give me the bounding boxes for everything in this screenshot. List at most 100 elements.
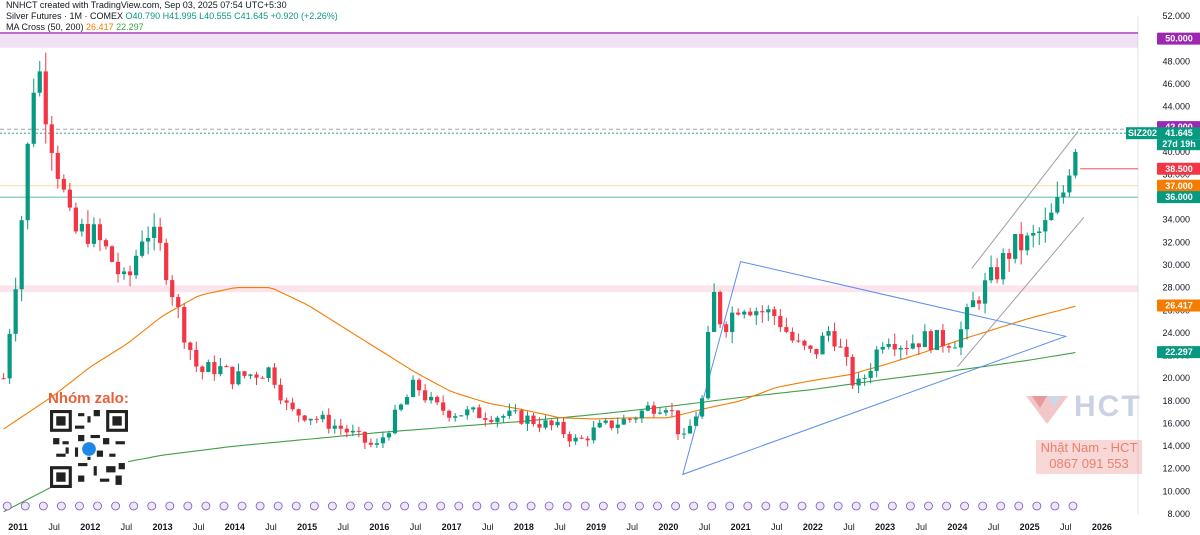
dividend-marker-icon	[1014, 501, 1024, 511]
y-tick-label: 48.000	[1162, 56, 1190, 66]
x-tick-label: 2024	[947, 522, 967, 532]
price-tag-bg	[1157, 191, 1200, 204]
candle-body	[567, 434, 572, 442]
x-tick-label: 2012	[80, 522, 100, 532]
dividend-marker-icon	[815, 501, 825, 511]
dividend-marker-icon	[797, 501, 807, 511]
candle-body	[501, 415, 506, 418]
price-tag: 26.417	[1165, 301, 1193, 311]
candle-body	[928, 331, 933, 350]
candle-body	[796, 340, 801, 342]
x-tick-label: Jul	[337, 522, 349, 532]
x-tick-label: Jul	[699, 522, 711, 532]
x-tick-label: 2023	[875, 522, 895, 532]
candle-body	[362, 431, 367, 443]
candle-body	[609, 420, 614, 428]
candle-body	[1055, 197, 1060, 213]
candle-body	[158, 226, 163, 243]
candle-body	[760, 311, 765, 313]
y-tick-label: 40.000	[1162, 147, 1190, 157]
candle-body	[67, 189, 72, 208]
countdown-tag: 27d 19h	[1162, 139, 1196, 149]
x-tick-label: 2020	[658, 522, 678, 532]
price-zone	[0, 285, 1138, 293]
dividend-marker-icon	[93, 501, 102, 511]
candle-body	[778, 315, 783, 328]
hct-logo-icon	[1026, 396, 1068, 424]
dividend-marker-icon	[689, 501, 699, 511]
candle-body	[856, 378, 861, 386]
x-tick-label: Jul	[1060, 522, 1072, 532]
candle-body	[844, 346, 849, 357]
dividend-marker-icon	[671, 501, 680, 511]
y-tick-label: 24.000	[1162, 328, 1190, 338]
candle-body	[404, 397, 410, 405]
candle-body	[952, 347, 958, 349]
x-tick-label: 2015	[297, 522, 317, 532]
candle-body	[416, 379, 422, 391]
candle-body	[1061, 192, 1066, 198]
candle-body	[127, 271, 133, 276]
dividend-marker-icon	[743, 501, 753, 511]
dividend-marker-icon	[147, 501, 157, 511]
candle-body	[681, 433, 687, 435]
y-tick-label: 52.000	[1162, 11, 1190, 21]
dividend-marker-icon	[616, 501, 626, 511]
x-tick-label: Jul	[48, 522, 60, 532]
candle-body	[326, 414, 331, 429]
candle-body	[483, 418, 488, 420]
candle-body	[25, 143, 30, 221]
candle-body	[338, 425, 343, 429]
dividend-marker-icon	[653, 501, 662, 511]
dividend-marker-icon	[562, 501, 572, 511]
dividend-marker-icon	[635, 501, 644, 511]
x-tick-label: Jul	[554, 522, 566, 532]
candle-body	[549, 420, 554, 426]
x-tick-label: Jul	[193, 522, 205, 532]
last-price-tag-bg	[1157, 127, 1200, 140]
y-tick-label: 14.000	[1162, 441, 1190, 451]
dividend-marker-icon	[165, 501, 175, 511]
dividend-marker-icon	[183, 501, 193, 511]
candle-body	[73, 207, 78, 232]
candle-body	[1019, 234, 1024, 251]
candle-body	[579, 437, 584, 439]
contact-box: Nhật Nam - HCT 0867 091 553	[1036, 440, 1142, 474]
candle-body	[868, 370, 873, 378]
candle-body	[302, 415, 307, 421]
price-axis	[1138, 0, 1200, 535]
dividend-marker-icon	[833, 501, 843, 511]
candle-body	[392, 409, 398, 434]
chart-header-ma: MA Cross (50, 200) 26.417 22.297	[6, 22, 144, 32]
price-tag: 37.000	[1165, 181, 1193, 191]
dividend-marker-icon	[346, 501, 355, 511]
candle-body	[37, 71, 42, 93]
candle-body	[380, 437, 386, 444]
candle-body	[308, 418, 313, 421]
y-tick-label: 32.000	[1162, 237, 1190, 247]
triangle-pattern	[682, 261, 1068, 476]
candle-body	[615, 424, 620, 428]
dividend-marker-icon	[779, 501, 789, 511]
y-tick-label: 12.000	[1162, 464, 1190, 474]
dividend-marker-icon	[382, 501, 391, 511]
dividend-marker-icon	[75, 501, 84, 511]
dividend-marker-icon	[580, 501, 590, 511]
candle-body	[874, 349, 879, 371]
candle-body	[194, 349, 199, 367]
candle-body	[459, 415, 464, 417]
candle-body	[639, 410, 644, 419]
candle-body	[693, 416, 699, 426]
candle-body	[802, 340, 807, 346]
dividend-marker-icon	[436, 501, 446, 511]
candle-body	[820, 335, 825, 355]
candle-body	[170, 280, 175, 298]
candle-body	[970, 300, 976, 308]
candle-body	[934, 329, 940, 350]
candle-body	[1001, 253, 1006, 280]
brand-name: HCT	[1074, 390, 1142, 423]
candle-body	[79, 223, 84, 232]
candle-body	[236, 371, 241, 385]
candle-body	[886, 343, 891, 347]
